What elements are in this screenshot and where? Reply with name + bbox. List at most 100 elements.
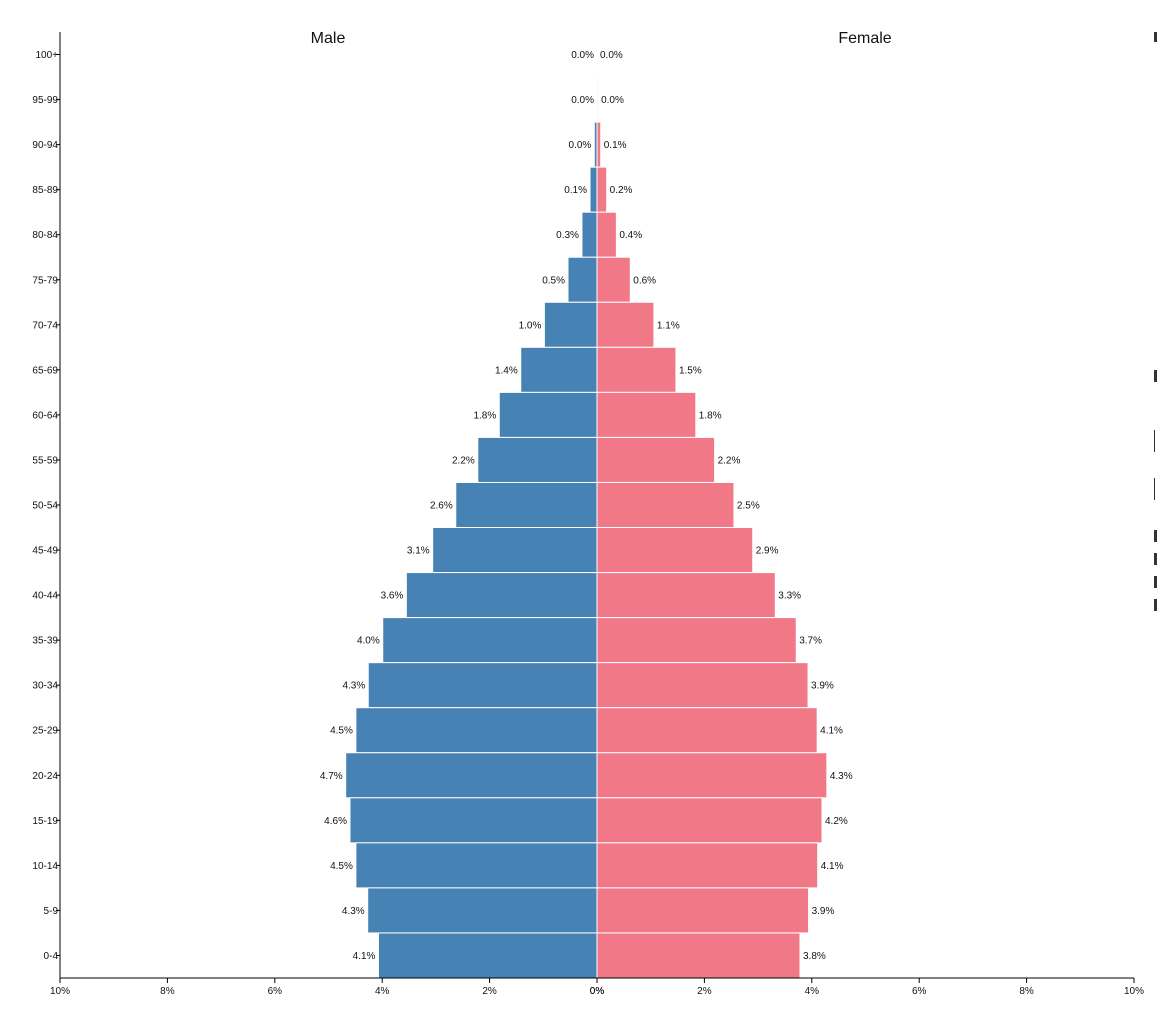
male-data-label: 3.6% [381,591,404,602]
x-tick-label: 4% [375,986,390,997]
y-tick-label: 65-69 [32,365,58,376]
male-data-label: 1.8% [473,410,496,421]
male-data-label: 4.6% [324,816,347,827]
y-tick-label: 90-94 [32,140,58,151]
y-tick-label: 45-49 [32,546,58,557]
male-bar-40-44 [405,572,598,619]
female-bar-15-19 [596,797,823,844]
female-bar-0-4 [596,932,801,979]
y-tick-label: 85-89 [32,185,58,196]
x-tick-label: 6% [268,986,283,997]
female-data-label: 4.2% [825,816,848,827]
x-tick-label: 10% [50,986,70,997]
y-tick-label: 20-24 [32,771,58,782]
female-bar-90-94 [596,121,602,168]
male-bar-25-29 [355,707,598,754]
x-tick-label: 2% [697,986,712,997]
female-bar-85-89 [596,166,608,213]
female-data-label: 0.0% [601,95,624,106]
male-data-label: 0.0% [569,140,592,151]
x-tick-label: 0% [590,986,605,997]
female-series-title: Female [838,30,891,47]
male-data-label: 2.2% [452,455,475,466]
male-bar-65-69 [520,346,598,393]
male-bar-85-89 [589,166,598,213]
female-data-label: 3.8% [803,951,826,962]
y-tick-label: 15-19 [32,816,58,827]
male-data-label: 4.3% [342,681,365,692]
y-tick-label: 55-59 [32,455,58,466]
male-data-label: 0.1% [564,185,587,196]
edge-artifact [1154,32,1157,42]
x-tick-label: 10% [1124,986,1144,997]
female-bar-25-29 [596,707,818,754]
female-bar-45-49 [596,527,754,574]
male-data-label: 4.7% [320,771,343,782]
male-bar-80-84 [581,211,598,258]
female-data-label: 3.9% [812,906,835,917]
male-bar-50-54 [455,481,598,529]
female-data-label: 3.7% [799,636,822,647]
male-data-label: 4.0% [357,636,380,647]
male-bar-60-64 [498,391,598,438]
female-bar-5-9 [596,887,810,934]
y-tick-label: 95-99 [32,95,58,106]
female-bar-10-14 [596,842,819,889]
edge-artifact [1154,576,1157,588]
female-data-label: 1.8% [699,410,722,421]
female-bar-40-44 [596,572,776,619]
female-data-label: 2.2% [718,455,741,466]
male-data-label: 0.3% [556,230,579,241]
x-tick-label: 6% [912,986,927,997]
y-axis: 100+ 95-99 90-94 85-89 80-84 75-79 70-74 65-69 6… [32,32,61,978]
male-bar-35-39 [382,617,598,664]
male-data-label: 0.0% [571,50,594,61]
male-bar-20-24 [345,752,598,799]
edge-artifact [1154,478,1155,500]
y-tick-label: 60-64 [32,410,58,421]
female-bar-60-64 [596,391,697,438]
female-data-label: 0.0% [600,50,623,61]
female-data-label: 4.3% [830,771,853,782]
x-tick-label: 4% [805,986,820,997]
male-bar-70-74 [543,301,598,348]
male-data-label: 1.0% [519,320,542,331]
female-data-label: 3.9% [811,681,834,692]
edge-artifact [1154,599,1157,611]
male-bar-15-19 [349,797,598,844]
female-data-label: 0.6% [633,275,656,286]
female-bar-55-59 [596,436,716,483]
female-data-label: 2.5% [737,501,760,512]
female-data-label: 1.1% [657,320,680,331]
female-data-label: 0.4% [619,230,642,241]
male-data-label: 0.5% [542,275,565,286]
female-data-label: 0.1% [604,140,627,151]
male-bar-45-49 [432,527,598,574]
male-data-label: 0.0% [571,95,594,106]
y-tick-label: 100+ [35,50,58,61]
male-bar-30-34 [367,662,598,709]
x-tick-label: 8% [160,986,175,997]
data-labels-layer: 0.0% 0.0% 0.0% 0.0% 0.0% 0.1% 0.1% 0.2% 0.3% 0.4%… [320,50,853,962]
edge-artifact [1154,530,1157,542]
y-tick-label: 35-39 [32,636,58,647]
male-data-label: 3.1% [407,546,430,557]
edge-artifact [1154,430,1155,452]
y-tick-label: 50-54 [32,501,58,512]
male-data-label: 4.3% [342,906,365,917]
female-bar-35-39 [596,617,797,664]
male-bar-75-79 [567,256,598,303]
y-tick-label: 25-29 [32,726,58,737]
female-data-label: 0.2% [610,185,633,196]
x-axis: 10% 8% 6% 4% 2% 0%0% 2% 4% 6% 8% 10% [50,977,1144,997]
y-tick-label: 80-84 [32,230,58,241]
female-bar-20-24 [596,752,828,799]
female-data-label: 2.9% [756,546,779,557]
female-bar-50-54 [596,481,735,529]
y-tick-label: 10-14 [32,861,58,872]
female-bar-75-79 [596,256,631,303]
male-data-label: 4.5% [330,726,353,737]
y-tick-label: 5-9 [44,906,59,917]
edge-artifact [1154,370,1157,382]
